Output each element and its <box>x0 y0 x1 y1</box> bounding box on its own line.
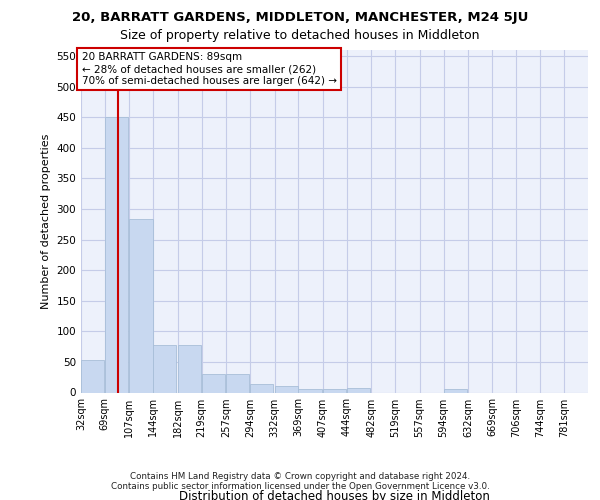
Text: Size of property relative to detached houses in Middleton: Size of property relative to detached ho… <box>120 29 480 42</box>
Text: 20 BARRATT GARDENS: 89sqm
← 28% of detached houses are smaller (262)
70% of semi: 20 BARRATT GARDENS: 89sqm ← 28% of detac… <box>82 52 337 86</box>
Bar <box>105 118 128 392</box>
Bar <box>275 386 298 392</box>
X-axis label: Distribution of detached houses by size in Middleton: Distribution of detached houses by size … <box>179 490 490 500</box>
Bar <box>323 389 346 392</box>
Bar <box>298 390 322 392</box>
Y-axis label: Number of detached properties: Number of detached properties <box>41 134 51 309</box>
Bar <box>250 384 273 392</box>
Text: 20, BARRATT GARDENS, MIDDLETON, MANCHESTER, M24 5JU: 20, BARRATT GARDENS, MIDDLETON, MANCHEST… <box>72 11 528 24</box>
Bar <box>443 390 467 392</box>
Bar <box>81 360 104 392</box>
Bar <box>130 220 152 392</box>
Text: Contains public sector information licensed under the Open Government Licence v3: Contains public sector information licen… <box>110 482 490 491</box>
Bar <box>347 388 370 392</box>
Bar <box>226 374 249 392</box>
Text: Contains HM Land Registry data © Crown copyright and database right 2024.: Contains HM Land Registry data © Crown c… <box>130 472 470 481</box>
Bar <box>153 345 176 393</box>
Bar <box>178 345 201 393</box>
Bar <box>202 374 225 392</box>
